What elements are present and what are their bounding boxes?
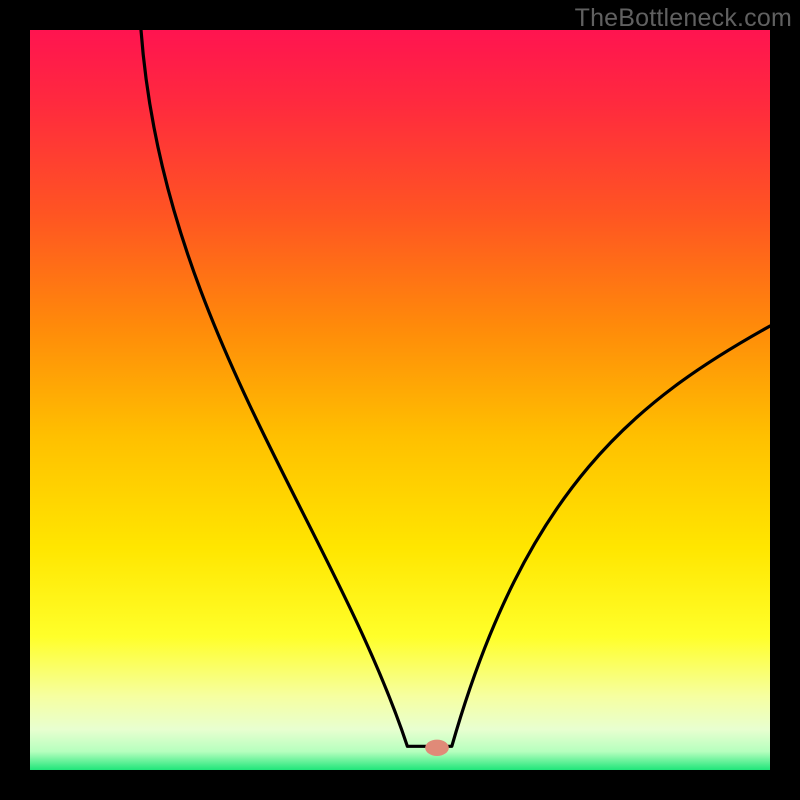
optimal-point-marker (425, 740, 449, 756)
watermark-label: TheBottleneck.com (575, 4, 792, 33)
chart-frame: TheBottleneck.com (0, 0, 800, 800)
plot-svg (30, 30, 770, 770)
plot-area (30, 30, 770, 770)
